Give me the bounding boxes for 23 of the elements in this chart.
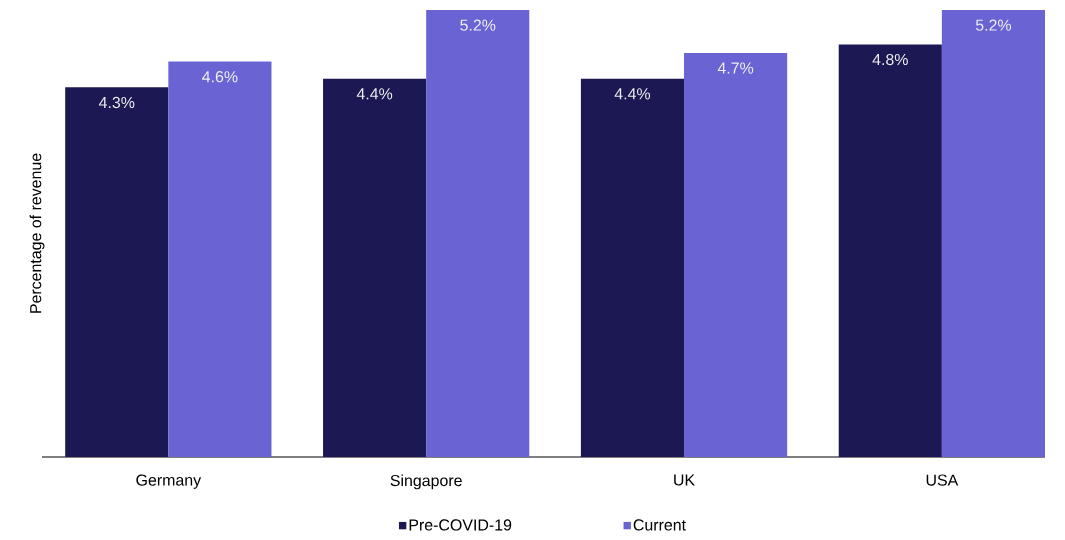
data-label: 4.7%: [717, 62, 754, 74]
legend-label: Pre-COVID-19: [409, 519, 512, 531]
bar: [684, 52, 788, 457]
data-label: 4.6%: [202, 71, 238, 83]
x-tick-label: Singapore: [390, 474, 462, 490]
data-label: 5.2%: [975, 19, 1012, 31]
x-tick-label: USA: [926, 474, 959, 486]
bar: [168, 61, 272, 457]
data-label: 4.4%: [356, 88, 393, 100]
data-label: 5.2%: [460, 19, 496, 31]
legend-label: Current: [633, 519, 686, 531]
x-tick-label: Germany: [136, 474, 202, 489]
data-label: 4.4%: [614, 88, 651, 100]
bar: [580, 78, 685, 457]
bar: [426, 10, 530, 457]
data-label: 4.3%: [98, 96, 135, 109]
bar: [65, 87, 169, 457]
x-tick-label: UK: [674, 474, 695, 486]
bar: [323, 78, 427, 457]
bar: [838, 44, 942, 457]
y-axis-title: Percentage of revenue: [29, 153, 45, 313]
bar: [941, 10, 1045, 457]
data-label: 4.8%: [872, 53, 908, 66]
